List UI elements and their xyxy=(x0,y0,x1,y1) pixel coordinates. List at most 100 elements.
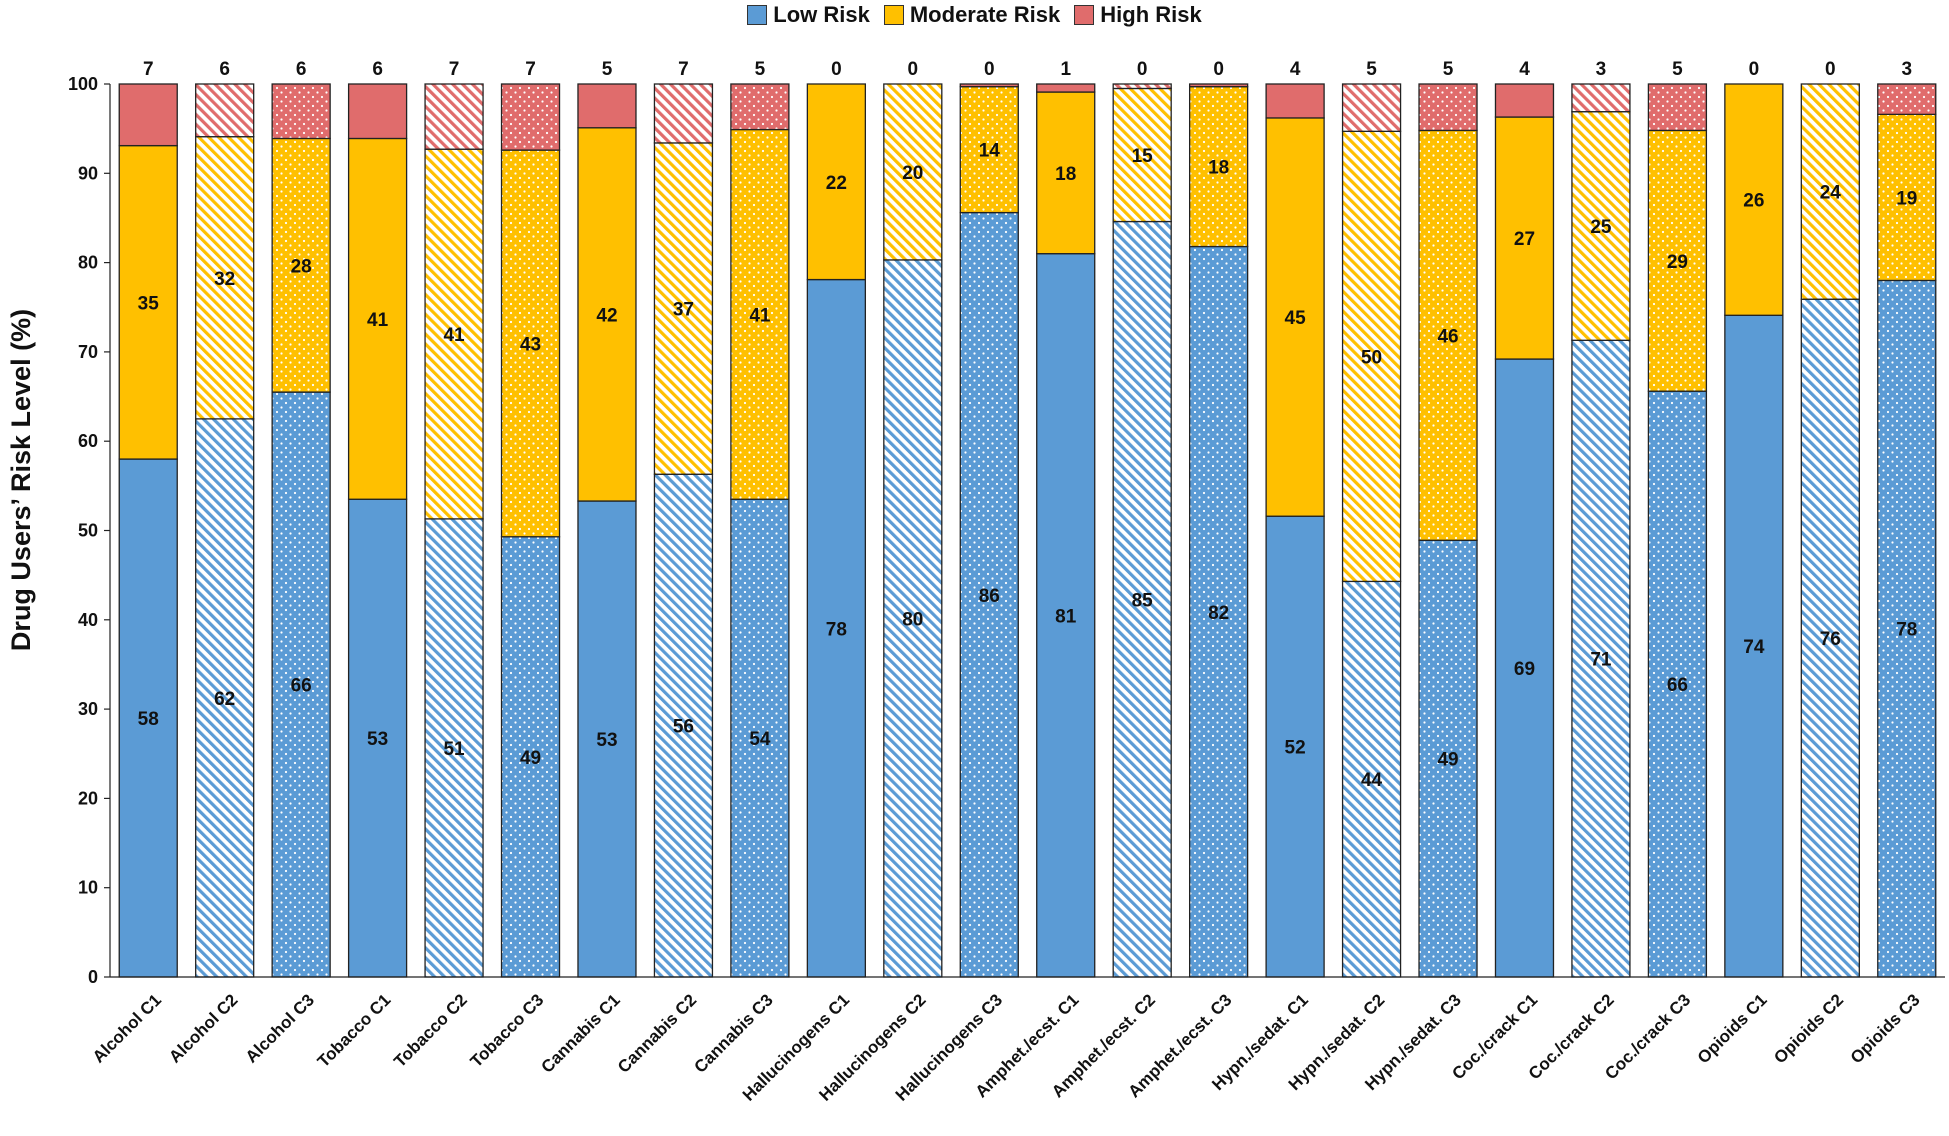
bar-segment-low xyxy=(424,518,484,978)
data-label-high: 0 xyxy=(1825,59,1836,80)
bar-segment-moderate xyxy=(1647,129,1708,392)
x-tick-label: Cannabis C3 xyxy=(690,990,776,1076)
bar-segment-moderate xyxy=(1571,111,1631,341)
data-label-moderate: 41 xyxy=(367,310,389,331)
bar-segment-high xyxy=(118,83,178,147)
data-label-moderate: 22 xyxy=(826,173,847,194)
legend-label-moderate: Moderate Risk xyxy=(909,2,1061,27)
data-label-moderate: 25 xyxy=(1590,217,1612,238)
data-label-moderate: 18 xyxy=(1208,158,1229,179)
data-label-moderate: 28 xyxy=(291,256,312,277)
x-tick-label: Tobacco C1 xyxy=(314,990,395,1071)
bar-segment-high xyxy=(653,83,714,144)
chart-legend: Low Risk Moderate Risk High Risk xyxy=(0,0,1949,30)
y-tick-label: 60 xyxy=(78,431,98,451)
y-tick-label: 20 xyxy=(78,788,98,808)
bar-segment-low xyxy=(271,391,331,978)
data-label-low: 53 xyxy=(367,729,388,750)
bar-segment-moderate xyxy=(883,83,943,261)
bar-segment-high xyxy=(195,83,255,138)
bar-segment-low xyxy=(1112,220,1172,978)
y-tick-label: 40 xyxy=(78,610,98,630)
y-tick-label: 70 xyxy=(78,342,98,362)
y-tick-label: 50 xyxy=(78,521,98,541)
data-label-high: 0 xyxy=(1137,59,1148,80)
legend-label-low: Low Risk xyxy=(773,2,870,27)
data-label-high: 5 xyxy=(1672,59,1683,80)
data-label-moderate: 24 xyxy=(1820,183,1842,204)
data-label-low: 66 xyxy=(1667,675,1688,696)
data-label-moderate: 41 xyxy=(443,325,465,346)
bar-segment-moderate xyxy=(271,137,331,393)
bar-segment-high xyxy=(577,83,637,129)
data-label-moderate: 50 xyxy=(1361,347,1382,368)
bar-segment-low xyxy=(1877,279,1937,978)
bar-segment-high xyxy=(424,83,484,150)
data-label-high: 0 xyxy=(831,59,842,80)
bar-segment-low xyxy=(1265,515,1325,978)
bar-segment-moderate xyxy=(118,144,178,460)
data-label-moderate: 37 xyxy=(673,300,694,321)
bar-segment-high xyxy=(959,83,1019,88)
data-label-low: 78 xyxy=(826,619,847,640)
data-label-low: 85 xyxy=(1132,590,1154,611)
data-label-high: 5 xyxy=(755,59,766,80)
legend-label-high: High Risk xyxy=(1100,2,1202,27)
bar-segment-moderate xyxy=(653,142,714,475)
bar-segment-high xyxy=(271,83,331,140)
data-label-high: 4 xyxy=(1290,59,1301,80)
data-label-high: 5 xyxy=(1366,59,1377,80)
bar-segment-high xyxy=(1265,83,1325,119)
data-label-low: 52 xyxy=(1285,738,1306,759)
bar-segment-moderate xyxy=(1418,129,1478,541)
data-label-high: 3 xyxy=(1901,59,1912,80)
data-label-high: 0 xyxy=(984,59,995,80)
data-label-low: 54 xyxy=(749,729,771,750)
bar-segment-high xyxy=(500,83,561,151)
bar-segment-low xyxy=(118,458,178,978)
legend-swatch-high xyxy=(1074,5,1095,25)
bar-segment-moderate xyxy=(730,128,790,500)
data-label-high: 5 xyxy=(602,59,613,80)
data-label-moderate: 26 xyxy=(1743,191,1764,212)
data-label-low: 44 xyxy=(1361,770,1383,791)
bar-segment-low xyxy=(1418,539,1478,978)
x-tick-label: Alcohol C3 xyxy=(242,990,318,1066)
bar-segment-moderate xyxy=(959,86,1019,214)
y-tick-label: 90 xyxy=(78,163,98,183)
data-label-moderate: 45 xyxy=(1285,308,1307,329)
data-label-low: 86 xyxy=(979,586,1000,607)
x-tick-label: Alcohol C2 xyxy=(165,990,241,1066)
data-label-high: 6 xyxy=(296,59,307,80)
data-label-low: 49 xyxy=(1437,750,1458,771)
x-tick-label: Tobacco C2 xyxy=(390,990,471,1071)
bar-segment-high xyxy=(730,83,790,131)
bar-segment-low xyxy=(1188,245,1249,978)
bar-segment-high xyxy=(1877,83,1937,116)
y-tick-label: 80 xyxy=(78,253,98,273)
bar-segment-high xyxy=(1647,83,1708,132)
bar-segment-low xyxy=(883,259,943,978)
data-label-moderate: 32 xyxy=(214,269,235,290)
data-label-low: 78 xyxy=(1896,620,1917,641)
bar-segment-moderate xyxy=(1877,113,1937,282)
legend-item-low: Low Risk xyxy=(747,2,870,28)
data-label-moderate: 35 xyxy=(138,293,160,314)
data-label-high: 7 xyxy=(449,59,460,80)
bar-segment-low xyxy=(806,278,867,978)
data-label-high: 7 xyxy=(143,59,154,80)
bars-group xyxy=(118,83,1937,978)
bar-segment-high xyxy=(1571,83,1631,113)
data-label-moderate: 14 xyxy=(979,141,1001,162)
bar-segment-moderate xyxy=(1188,86,1249,248)
y-axis-group: 0 10 20 30 40 50 60 70 80 90 100 xyxy=(68,74,111,987)
bar-segment-high xyxy=(347,83,408,140)
bar-segment-high xyxy=(1341,83,1402,132)
bar-segment-high xyxy=(1036,83,1096,93)
data-label-low: 53 xyxy=(596,730,617,751)
x-tick-label: Opioids C3 xyxy=(1847,990,1924,1067)
bar-segment-low xyxy=(500,536,561,978)
